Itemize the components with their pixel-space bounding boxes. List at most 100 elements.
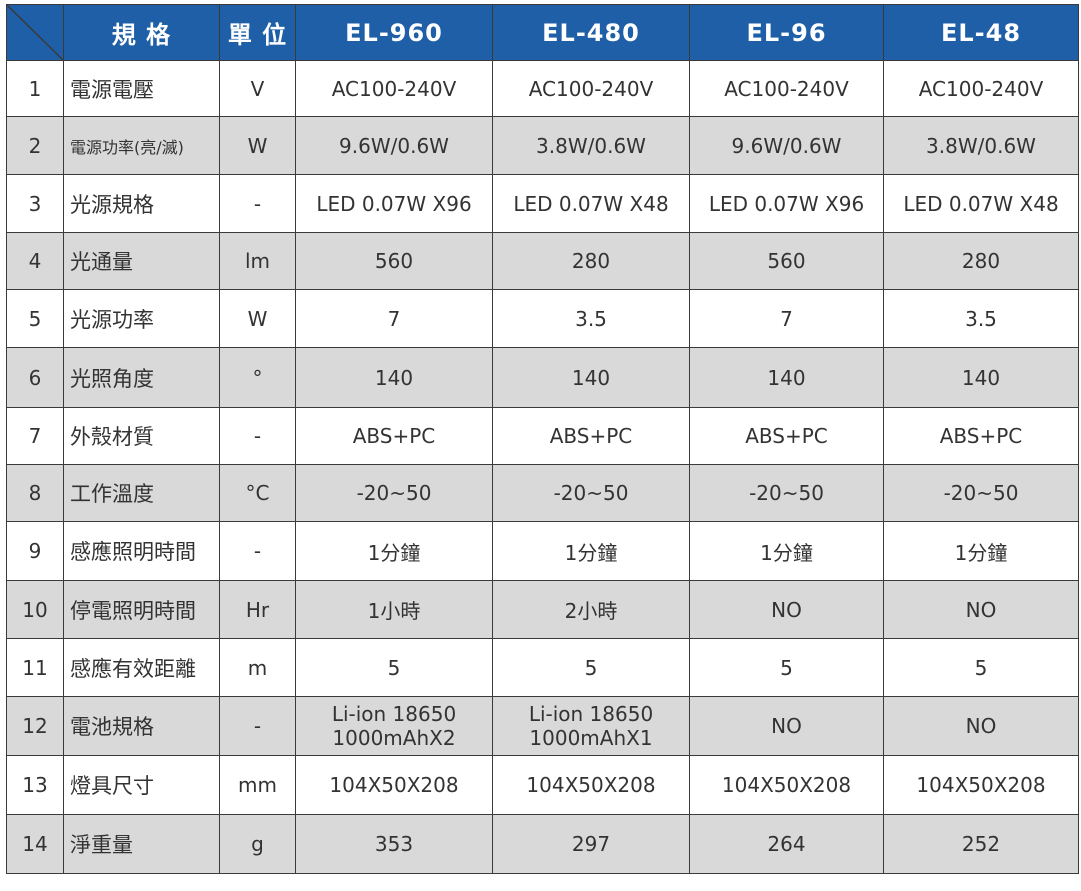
spec-value: -20~50 (492, 464, 690, 522)
spec-value: 560 (295, 232, 493, 290)
spec-value: 5 (295, 638, 493, 697)
row-number: 6 (6, 347, 64, 408)
spec-name: 工作溫度 (63, 464, 220, 522)
spec-value: AC100-240V (295, 60, 493, 117)
spec-value: AC100-240V (492, 60, 690, 117)
table-row: 8 工作溫度 °C -20~50 -20~50 -20~50 -20~50 (6, 464, 1079, 522)
unit-cell: mm (219, 755, 296, 815)
table-row: 13 燈具尺寸 mm 104X50X208 104X50X208 104X50X208 10… (6, 755, 1079, 815)
spec-value-line: 1000mAhX1 (529, 726, 653, 750)
spec-name: 外殼材質 (63, 407, 220, 465)
table-row: 11 感應有效距離 m 5 5 5 5 (6, 638, 1079, 697)
spec-value: 353 (295, 814, 493, 874)
spec-value: NO (689, 580, 884, 639)
spec-value: Li-ion 18650 1000mAhX2 (295, 696, 493, 756)
spec-value: 1分鐘 (492, 521, 690, 581)
spec-value: 5 (689, 638, 884, 697)
spec-value: 1分鐘 (689, 521, 884, 581)
spec-value: ABS+PC (492, 407, 690, 465)
spec-value-line: 1000mAhX2 (332, 726, 456, 750)
spec-value: 7 (689, 289, 884, 348)
spec-name: 光源規格 (63, 174, 220, 233)
spec-value: LED 0.07W X96 (689, 174, 884, 233)
spec-value: 140 (689, 347, 884, 408)
spec-value: 3.8W/0.6W (492, 116, 690, 175)
spec-name: 電池規格 (63, 696, 220, 756)
spec-value: LED 0.07W X48 (492, 174, 690, 233)
spec-value: 9.6W/0.6W (689, 116, 884, 175)
row-number: 11 (6, 638, 64, 697)
row-number: 5 (6, 289, 64, 348)
spec-value: 1小時 (295, 580, 493, 639)
unit-cell: m (219, 638, 296, 697)
row-number: 12 (6, 696, 64, 756)
unit-cell: Hr (219, 580, 296, 639)
spec-value: 3.8W/0.6W (883, 116, 1079, 175)
spec-value: 104X50X208 (883, 755, 1079, 815)
unit-cell: lm (219, 232, 296, 290)
row-number: 2 (6, 116, 64, 175)
table-row: 3 光源規格 - LED 0.07W X96 LED 0.07W X48 LED 0.07… (6, 174, 1079, 233)
spec-name: 感應有效距離 (63, 638, 220, 697)
spec-value: NO (689, 696, 884, 756)
spec-table-body: 1 電源電壓 V AC100-240V AC100-240V AC100-240V AC10… (6, 60, 1079, 874)
model-header: EL-960 (295, 4, 493, 61)
spec-name: 光源功率 (63, 289, 220, 348)
spec-name: 燈具尺寸 (63, 755, 220, 815)
table-row: 14 淨重量 g 353 297 264 252 (6, 814, 1079, 874)
spec-value: 140 (883, 347, 1079, 408)
spec-value: NO (883, 580, 1079, 639)
spec-value: 140 (492, 347, 690, 408)
spec-value: 560 (689, 232, 884, 290)
spec-value: 1分鐘 (883, 521, 1079, 581)
spec-table: 規 格 單 位 EL-960 EL-480 EL-96 EL-48 1 電源電壓 V… (6, 4, 1079, 874)
spec-value: -20~50 (295, 464, 493, 522)
corner-diagonal-cell (6, 4, 64, 61)
model-header: EL-480 (492, 4, 690, 61)
row-number: 10 (6, 580, 64, 639)
spec-value: ABS+PC (883, 407, 1079, 465)
spec-name: 光通量 (63, 232, 220, 290)
row-number: 8 (6, 464, 64, 522)
unit-cell: W (219, 289, 296, 348)
spec-value: 3.5 (492, 289, 690, 348)
unit-cell: - (219, 174, 296, 233)
table-row: 12 電池規格 - Li-ion 18650 1000mAhX2 Li-ion 18650… (6, 696, 1079, 756)
spec-value: 264 (689, 814, 884, 874)
table-row: 9 感應照明時間 -1分鐘 1分鐘 1分鐘 1分鐘 (6, 521, 1079, 581)
unit-cell: g (219, 814, 296, 874)
unit-cell: - (219, 521, 296, 581)
spec-value: -20~50 (883, 464, 1079, 522)
header-row: 規 格 單 位 EL-960 EL-480 EL-96 EL-48 (6, 4, 1079, 61)
unit-cell: V (219, 60, 296, 117)
diagonal-line-icon (7, 5, 63, 60)
spec-value: Li-ion 18650 1000mAhX1 (492, 696, 690, 756)
spec-name: 電源電壓 (63, 60, 220, 117)
unit-cell: - (219, 407, 296, 465)
model-header: EL-96 (689, 4, 884, 61)
unit-cell: - (219, 696, 296, 756)
spec-value: 280 (492, 232, 690, 290)
spec-name: 電源功率(亮/滅) (63, 116, 220, 175)
table-row: 1 電源電壓 V AC100-240V AC100-240V AC100-240V AC10… (6, 60, 1079, 117)
spec-name: 感應照明時間 (63, 521, 220, 581)
spec-value: 7 (295, 289, 493, 348)
spec-value: 104X50X208 (689, 755, 884, 815)
unit-cell: ° (219, 347, 296, 408)
spec-value: 5 (883, 638, 1079, 697)
spec-value: 5 (492, 638, 690, 697)
spec-value: LED 0.07W X48 (883, 174, 1079, 233)
table-row: 5 光源功率 W 7 3.5 7 3.5 (6, 289, 1079, 348)
spec-value: 297 (492, 814, 690, 874)
spec-name: 光照角度 (63, 347, 220, 408)
spec-name: 淨重量 (63, 814, 220, 874)
row-number: 9 (6, 521, 64, 581)
spec-header: 規 格 (63, 4, 220, 61)
spec-value: NO (883, 696, 1079, 756)
spec-value-line: Li-ion 18650 (528, 702, 654, 726)
spec-name: 停電照明時間 (63, 580, 220, 639)
unit-header: 單 位 (219, 4, 296, 61)
table-row: 6 光照角度 ° 140 140 140 140 (6, 347, 1079, 408)
spec-value: -20~50 (689, 464, 884, 522)
spec-value: 1分鐘 (295, 521, 493, 581)
